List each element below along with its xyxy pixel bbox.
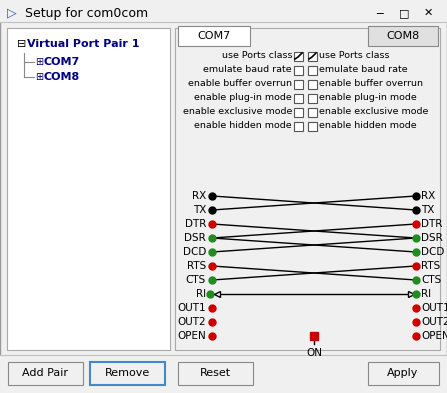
Bar <box>294 122 303 131</box>
Text: COM8: COM8 <box>386 31 420 41</box>
Bar <box>308 122 317 131</box>
Text: ⊞: ⊞ <box>35 72 43 82</box>
Text: enable plug-in mode: enable plug-in mode <box>194 94 292 103</box>
Text: enable plug-in mode: enable plug-in mode <box>319 94 417 103</box>
Text: RI: RI <box>196 289 206 299</box>
Bar <box>8 362 83 385</box>
Text: enable hidden mode: enable hidden mode <box>319 121 417 130</box>
Text: Virtual Port Pair 1: Virtual Port Pair 1 <box>27 39 139 49</box>
Bar <box>294 66 303 75</box>
Text: enable buffer overrun: enable buffer overrun <box>188 79 292 88</box>
Text: ⊟: ⊟ <box>17 39 26 49</box>
Text: OPEN: OPEN <box>421 331 447 341</box>
Text: CTS: CTS <box>421 275 441 285</box>
Text: Reset: Reset <box>199 368 231 378</box>
Text: Setup for com0com: Setup for com0com <box>25 7 148 20</box>
Bar <box>368 26 438 46</box>
Text: enable exclusive mode: enable exclusive mode <box>183 108 292 116</box>
Bar <box>178 26 250 46</box>
Bar <box>178 362 253 385</box>
Text: OPEN: OPEN <box>177 331 206 341</box>
Text: OUT1: OUT1 <box>177 303 206 313</box>
Bar <box>294 94 303 103</box>
Text: DCD: DCD <box>421 247 444 257</box>
Text: RI: RI <box>421 289 431 299</box>
Text: COM8: COM8 <box>44 72 80 82</box>
Bar <box>294 80 303 89</box>
Text: use Ports class: use Ports class <box>222 51 292 61</box>
Bar <box>308 66 317 75</box>
Text: RTS: RTS <box>187 261 206 271</box>
Text: Remove: Remove <box>105 368 150 378</box>
Bar <box>0 0 447 22</box>
Text: emulate baud rate: emulate baud rate <box>203 66 292 75</box>
Bar <box>175 28 440 350</box>
Text: OUT1: OUT1 <box>421 303 447 313</box>
Text: OUT2: OUT2 <box>421 317 447 327</box>
Text: ON: ON <box>306 348 322 358</box>
Text: Apply: Apply <box>387 368 419 378</box>
Text: enable exclusive mode: enable exclusive mode <box>319 108 428 116</box>
Bar <box>7 28 170 350</box>
Bar <box>308 80 317 89</box>
Bar <box>308 94 317 103</box>
Bar <box>294 108 303 117</box>
Text: DSR: DSR <box>421 233 443 243</box>
Text: use Ports class: use Ports class <box>319 51 389 61</box>
Text: TX: TX <box>421 205 434 215</box>
Text: enable buffer overrun: enable buffer overrun <box>319 79 423 88</box>
Text: DTR: DTR <box>421 219 443 229</box>
Text: TX: TX <box>193 205 206 215</box>
Text: ─: ─ <box>377 8 384 18</box>
Bar <box>308 108 317 117</box>
Text: enable hidden mode: enable hidden mode <box>194 121 292 130</box>
Bar <box>368 362 439 385</box>
Text: ▷: ▷ <box>7 7 17 20</box>
Bar <box>90 362 165 385</box>
Text: RX: RX <box>192 191 206 201</box>
Text: DTR: DTR <box>185 219 206 229</box>
Text: COM7: COM7 <box>44 57 80 67</box>
Text: CTS: CTS <box>186 275 206 285</box>
Bar <box>308 52 317 61</box>
Text: ✕: ✕ <box>423 8 433 18</box>
Text: RTS: RTS <box>421 261 440 271</box>
Text: COM7: COM7 <box>198 31 231 41</box>
Text: ⊞: ⊞ <box>35 57 43 67</box>
Text: Add Pair: Add Pair <box>22 368 68 378</box>
Text: □: □ <box>399 8 409 18</box>
Bar <box>0 355 447 393</box>
Text: emulate baud rate: emulate baud rate <box>319 66 408 75</box>
Text: OUT2: OUT2 <box>177 317 206 327</box>
Text: DCD: DCD <box>183 247 206 257</box>
Text: RX: RX <box>421 191 435 201</box>
Bar <box>294 52 303 61</box>
Text: DSR: DSR <box>184 233 206 243</box>
